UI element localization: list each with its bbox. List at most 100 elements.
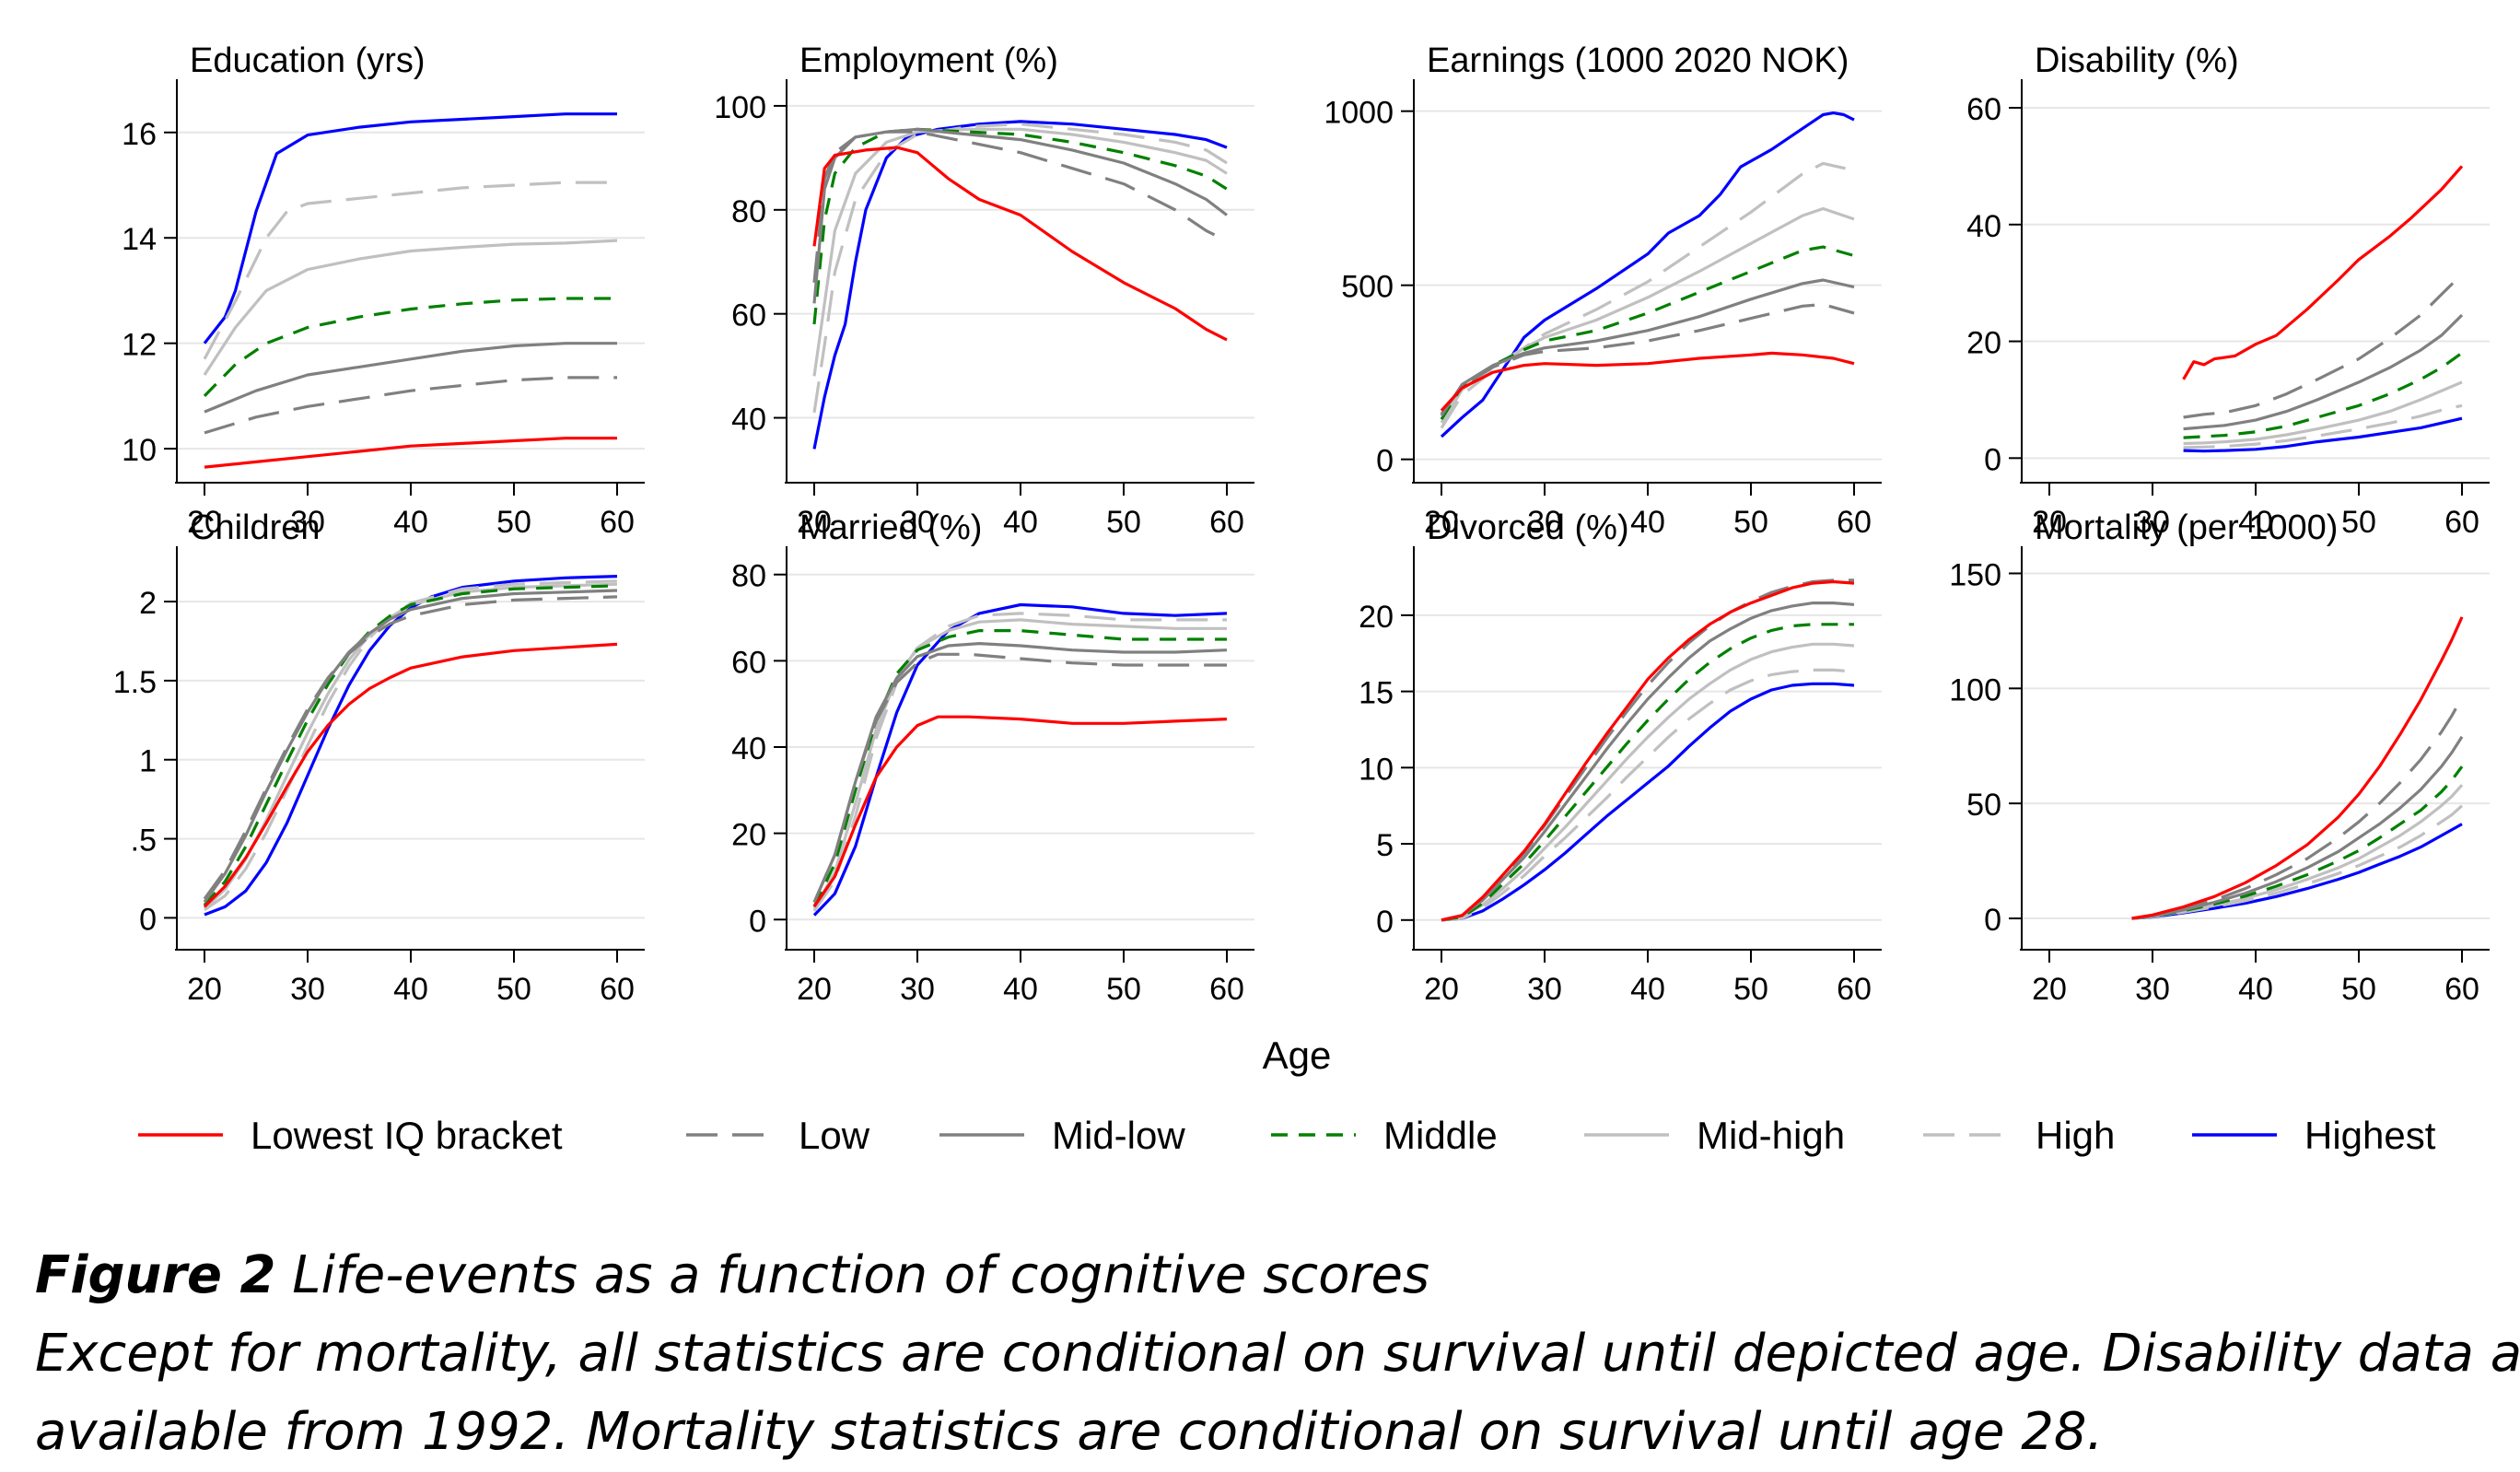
series-line-low xyxy=(203,595,618,900)
panel-education-yrs: 10 12 14 16 20 30 40 50 60 Education (yrs) xyxy=(122,41,645,540)
legend-label: Low xyxy=(799,1114,870,1157)
y-tick-label: 100 xyxy=(714,90,766,125)
series-line-mid-high xyxy=(812,127,1228,377)
series-line-middle xyxy=(203,297,617,398)
x-tick-label: 50 xyxy=(1733,505,1768,540)
series-line-mid-low xyxy=(203,589,618,904)
x-tick-label: 20 xyxy=(1424,972,1459,1007)
series-line-middle xyxy=(812,127,1228,325)
y-tick-label: 10 xyxy=(1359,752,1394,787)
series-line-high xyxy=(1441,668,1855,922)
legend-item-mid-high: Mid-high xyxy=(1584,1114,1845,1157)
legend-label: High xyxy=(2036,1114,2115,1157)
x-tick-label: 30 xyxy=(1527,505,1562,540)
x-tick-label: 40 xyxy=(393,972,428,1007)
x-tick-label: 30 xyxy=(1527,972,1562,1007)
series-group xyxy=(1440,111,1855,438)
y-tick-label: 12 xyxy=(122,328,157,363)
y-tick-label: 0 xyxy=(1376,444,1394,479)
series-line-high xyxy=(203,181,617,360)
series-line-mid-low xyxy=(1440,278,1855,417)
x-tick-label: 40 xyxy=(2238,505,2273,540)
x-tick-label: 30 xyxy=(900,505,935,540)
y-tick-label: 1000 xyxy=(1324,96,1394,131)
series-group xyxy=(2182,165,2464,453)
x-tick-label: 40 xyxy=(1630,505,1665,540)
x-tick-label: 30 xyxy=(290,505,325,540)
series-line-mid-low xyxy=(2183,313,2464,431)
x-tick-label: 40 xyxy=(1630,972,1665,1007)
series-line-mid-low xyxy=(1441,601,1855,922)
series-line-lowest-iq-bracket xyxy=(812,715,1228,908)
series-line-middle xyxy=(812,628,1227,907)
legend-label: Mid-low xyxy=(1052,1114,1185,1157)
series-line-highest xyxy=(204,575,618,917)
panel-title: Employment (%) xyxy=(799,41,1058,80)
panel-title: Divorced (%) xyxy=(1427,508,1629,547)
series-line-high xyxy=(2131,804,2464,920)
series-line-mid-low xyxy=(204,342,617,414)
x-tick-label: 60 xyxy=(600,505,635,540)
y-tick-label: 40 xyxy=(731,403,766,438)
panel-title: Earnings (1000 2020 NOK) xyxy=(1427,41,1849,80)
y-tick-label: 0 xyxy=(1984,442,2001,477)
y-tick-label: 50 xyxy=(1966,788,2001,823)
x-tick-label: 60 xyxy=(1837,972,1872,1007)
x-tick-label: 60 xyxy=(1837,505,1872,540)
x-tick-label: 40 xyxy=(1003,505,1038,540)
y-tick-label: 5 xyxy=(1376,828,1394,863)
series-line-middle xyxy=(1441,623,1854,922)
legend-item-mid-low: Mid-low xyxy=(939,1114,1185,1157)
y-tick-label: 40 xyxy=(1966,209,2001,244)
x-tick-label: 20 xyxy=(187,505,222,540)
x-tick-label: 50 xyxy=(1733,972,1768,1007)
panel-children: 0 .5 1 1.5 2 20 30 40 50 60 Children xyxy=(113,508,645,1007)
y-tick-label: 500 xyxy=(1341,270,1394,305)
series-group xyxy=(812,120,1228,450)
x-tick-label: 20 xyxy=(797,505,832,540)
y-tick-label: 2 xyxy=(139,586,157,621)
series-line-highest xyxy=(812,120,1228,450)
series-line-high xyxy=(204,579,618,912)
x-tick-label: 60 xyxy=(1209,972,1244,1007)
series-line-lowest-iq-bracket xyxy=(1441,579,1855,922)
panel-employment: 40 60 80 100 20 30 40 50 60 Employment (%) xyxy=(714,41,1254,540)
series-line-high xyxy=(1440,161,1855,429)
legend-item-high: High xyxy=(1923,1114,2115,1157)
series-line-low xyxy=(2183,273,2464,419)
figure-caption-line-2: Except for mortality, all statistics are… xyxy=(35,1324,2520,1384)
y-tick-label: 20 xyxy=(1359,600,1394,635)
series-group xyxy=(2131,616,2464,920)
x-tick-label: 30 xyxy=(2135,972,2170,1007)
series-group xyxy=(1441,578,1855,922)
series-line-mid-high xyxy=(1441,642,1855,922)
x-tick-label: 60 xyxy=(600,972,635,1007)
panel-title: Children xyxy=(190,508,321,547)
series-line-mid-high xyxy=(1440,206,1855,424)
y-tick-label: 0 xyxy=(139,902,157,937)
y-tick-label: 20 xyxy=(1966,326,2001,361)
y-tick-label: 0 xyxy=(749,904,766,939)
figure-number: Figure 2 xyxy=(35,1245,276,1305)
x-tick-label: 40 xyxy=(393,505,428,540)
y-tick-label: 20 xyxy=(731,818,766,853)
panel-title: Education (yrs) xyxy=(190,41,426,80)
series-line-highest xyxy=(203,112,617,345)
series-line-low xyxy=(812,652,1227,904)
x-tick-label: 50 xyxy=(1106,505,1141,540)
legend-item-highest: Highest xyxy=(2192,1114,2436,1157)
series-line-mid-low xyxy=(2131,735,2464,920)
series-line-lowest-iq-bracket xyxy=(812,146,1228,342)
series-line-middle xyxy=(2183,351,2463,439)
series-line-middle xyxy=(1440,245,1855,421)
y-tick-label: 60 xyxy=(731,298,766,333)
x-tick-label: 60 xyxy=(1209,505,1244,540)
series-line-high xyxy=(812,123,1228,414)
series-line-low xyxy=(2131,696,2464,920)
series-line-low xyxy=(1441,578,1854,922)
x-tick-label: 30 xyxy=(900,972,935,1007)
series-line-mid-high xyxy=(203,239,618,376)
y-tick-label: 40 xyxy=(731,731,766,766)
